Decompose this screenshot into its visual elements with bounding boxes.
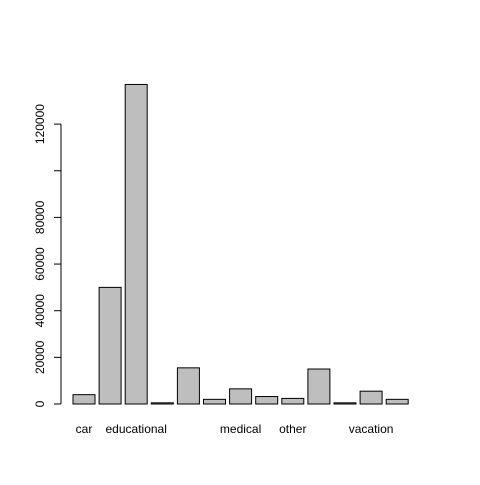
y-tick-label: 40000 <box>33 294 47 328</box>
x-category-label: educational <box>106 422 167 436</box>
bar-vacation <box>359 390 383 405</box>
x-category-label: other <box>279 422 306 436</box>
bar-moving <box>255 396 279 405</box>
y-tick-label: 120000 <box>33 104 47 144</box>
x-category-label: medical <box>220 422 261 436</box>
y-tick-label: 20000 <box>33 340 47 374</box>
x-category-label: car <box>76 422 93 436</box>
y-tick-label: 60000 <box>33 247 47 281</box>
bar-major-purchase <box>203 398 226 405</box>
bar-small-business <box>333 402 357 405</box>
x-category-label: vacation <box>349 422 394 436</box>
y-tick-label: 80000 <box>33 200 47 234</box>
bar-educational <box>124 83 148 405</box>
bar-wedding <box>385 398 409 405</box>
y-tick-label: 0 <box>33 400 47 407</box>
bar-house <box>176 367 200 405</box>
bar-medical <box>229 388 253 405</box>
bar-renewable-energy <box>307 368 331 405</box>
bar-car <box>72 394 96 405</box>
bar-credit-card <box>98 286 122 405</box>
bar-home-improvement <box>150 402 174 405</box>
bar-other <box>281 397 305 405</box>
